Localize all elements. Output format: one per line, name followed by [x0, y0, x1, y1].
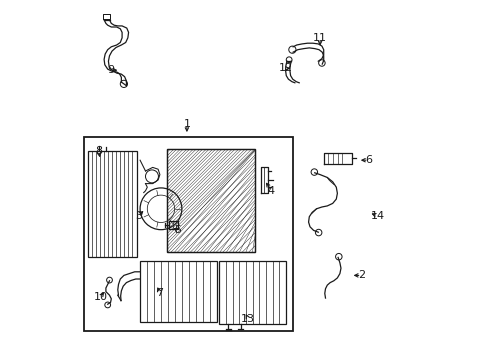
Bar: [84, 137, 292, 331]
Text: 8: 8: [95, 146, 102, 156]
Text: 6: 6: [365, 155, 371, 165]
Text: 7: 7: [156, 288, 163, 298]
Bar: [88, 151, 136, 257]
Bar: [140, 261, 217, 322]
Text: 2: 2: [357, 270, 365, 280]
Bar: [167, 149, 255, 252]
Text: 4: 4: [267, 186, 274, 196]
Bar: [219, 261, 285, 324]
Text: 12: 12: [278, 63, 292, 73]
Text: 5: 5: [174, 225, 181, 235]
Text: 13: 13: [241, 314, 255, 324]
Text: 3: 3: [135, 211, 142, 221]
Text: 1: 1: [183, 119, 190, 129]
Text: 10: 10: [93, 292, 107, 302]
Text: 11: 11: [312, 33, 326, 43]
Text: 14: 14: [370, 211, 384, 221]
Bar: [167, 149, 255, 252]
Text: 9: 9: [107, 65, 115, 75]
